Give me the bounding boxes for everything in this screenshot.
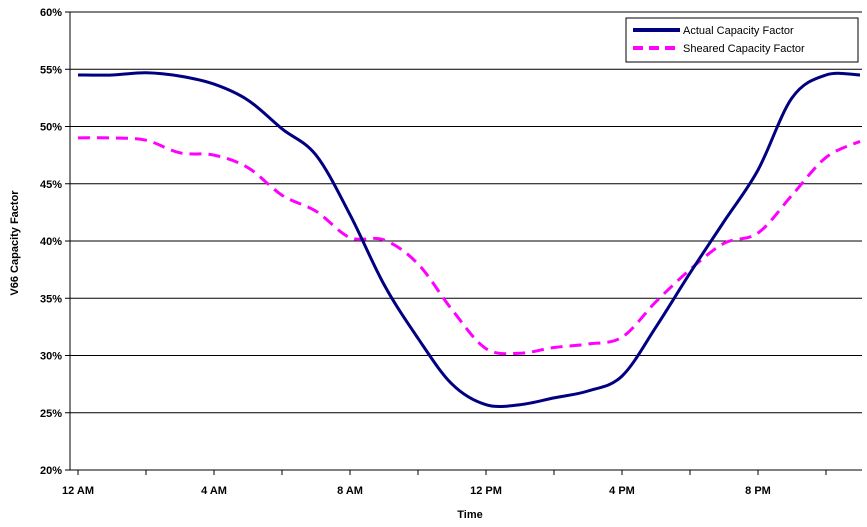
y-tick-label: 30% [40, 351, 62, 363]
y-axis-title: V66 Capacity Factor [9, 190, 21, 296]
x-axis-tick-labels: 12 AM 4 AM 8 AM 12 PM 4 PM 8 PM [62, 485, 771, 497]
y-tick-label: 25% [40, 408, 62, 420]
legend-label-sheared: Sheared Capacity Factor [683, 43, 805, 55]
x-tick-label: 8 AM [337, 485, 363, 497]
series-line-sheared [77, 136, 861, 356]
gridlines [65, 11, 862, 475]
y-tick-label: 50% [40, 122, 62, 134]
x-tick-label: 4 PM [609, 485, 635, 497]
y-axis-tick-labels: 20% 25% 30% 35% 40% 45% 50% 55% 60% [40, 7, 62, 477]
x-tick-label: 4 AM [201, 485, 227, 497]
x-tick-label: 8 PM [745, 485, 771, 497]
legend: Actual Capacity Factor Sheared Capacity … [625, 17, 859, 63]
y-tick-label: 45% [40, 179, 62, 191]
legend-label-actual: Actual Capacity Factor [683, 25, 794, 37]
x-tick-label: 12 AM [62, 485, 94, 497]
y-tick-label: 20% [40, 465, 62, 477]
y-tick-label: 40% [40, 236, 62, 248]
series-lines [77, 71, 861, 409]
x-tick-label: 12 PM [470, 485, 502, 497]
y-tick-label: 35% [40, 293, 62, 305]
legend-box [625, 17, 859, 63]
y-tick-label: 55% [40, 64, 62, 76]
y-tick-label: 60% [40, 7, 62, 19]
series-line-actual [77, 71, 861, 409]
x-axis-title: Time [457, 509, 482, 521]
